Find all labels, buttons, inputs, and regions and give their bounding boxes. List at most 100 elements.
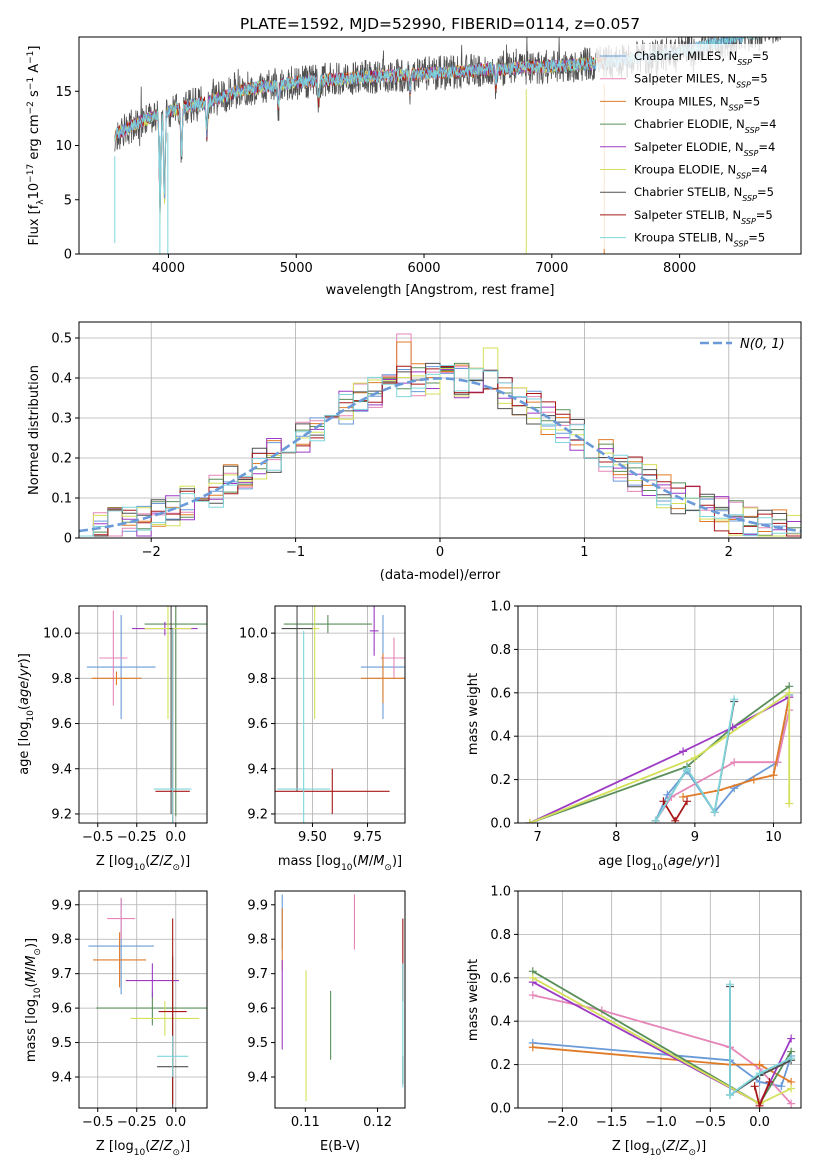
x-tick-label: 4000 bbox=[152, 261, 185, 276]
weight-marker-7 bbox=[683, 797, 692, 806]
x-axis-label: Z [log10(Z/Z⊙)] bbox=[612, 1139, 706, 1158]
legend-label-end: =4 bbox=[760, 117, 777, 131]
label-part: mass [log bbox=[24, 999, 39, 1062]
weight-marker-8 bbox=[651, 816, 660, 823]
y-axis-label: Normed distribution bbox=[27, 365, 42, 495]
label-part: )] bbox=[710, 854, 720, 869]
label-part: s bbox=[27, 90, 42, 101]
weight-marker-4 bbox=[787, 1034, 796, 1043]
weight-marker-2 bbox=[528, 1043, 537, 1052]
legend-label: Kroupa ELODIE, NSSP=4 bbox=[634, 163, 768, 181]
label-part: age bbox=[668, 854, 692, 869]
y-tick-label: 0.2 bbox=[51, 452, 72, 467]
mass-vs-extinction-panel: 0.11 0.12 9.4 9.5 9.6 9.7 9.8 9.9 E(B-V) bbox=[247, 890, 406, 1154]
x-tick-label: 0.0 bbox=[165, 1115, 186, 1130]
legend-label: Salpeter MILES, NSSP=5 bbox=[634, 72, 768, 90]
legend-label-main: Chabrier ELODIE, N bbox=[634, 117, 745, 131]
label-part: ( bbox=[663, 854, 668, 869]
label-part: 10 bbox=[134, 863, 146, 873]
label-part: ⊙ bbox=[172, 863, 180, 873]
axes-frame bbox=[274, 605, 406, 824]
y-tick-label: 9.8 bbox=[51, 672, 72, 687]
label-part: / bbox=[369, 854, 374, 869]
weight-line-8 bbox=[654, 699, 736, 822]
y-tick-label: 0.0 bbox=[490, 1102, 511, 1117]
plot-area bbox=[79, 333, 801, 537]
legend-label-main: Chabrier MILES, N bbox=[634, 49, 737, 63]
y-tick-label: 9.9 bbox=[51, 898, 72, 913]
label-part: Z bbox=[149, 1139, 160, 1154]
legend-label-main: Kroupa MILES, N bbox=[634, 94, 729, 108]
y-tick-label: 0 bbox=[64, 248, 72, 263]
label-part: mass [log bbox=[278, 854, 341, 869]
label-part: E(B-V) bbox=[320, 1139, 360, 1154]
y-tick-label: 9.4 bbox=[51, 762, 72, 777]
y-tick-label: 0.6 bbox=[490, 686, 511, 701]
x-axis-label: age [log10(age/yr)] bbox=[598, 854, 720, 873]
x-axis-label: Z [log10(Z/Z⊙)] bbox=[96, 1139, 190, 1158]
legend-label-sub: SSP bbox=[744, 148, 759, 157]
legend-label-end: =5 bbox=[757, 185, 774, 199]
y-tick-label: 0.2 bbox=[490, 773, 511, 788]
y-tick-label: 10 bbox=[55, 139, 72, 154]
y-axis-label: age [log10(age/yr)] bbox=[17, 653, 36, 775]
weight-marker-2 bbox=[749, 775, 758, 784]
legend-label-end: =5 bbox=[756, 208, 773, 222]
x-tick-label: −1 bbox=[286, 545, 305, 560]
x-tick-label: −0.25 bbox=[117, 830, 157, 845]
legend-label-sub: SSP bbox=[736, 80, 751, 89]
legend-label-normal: N(0, 1) bbox=[740, 337, 785, 352]
weight-line-5 bbox=[529, 691, 791, 823]
legend-label-sub: SSP bbox=[734, 239, 749, 248]
y-tick-label: 9.8 bbox=[247, 672, 268, 687]
weight-marker-1 bbox=[528, 991, 537, 1000]
axes-frame bbox=[517, 605, 802, 824]
label-part: ⊙ bbox=[33, 948, 43, 956]
legend-label-sub: SSP bbox=[741, 216, 756, 225]
x-tick-label: 0.11 bbox=[291, 1115, 320, 1130]
x-tick-label: 7 bbox=[534, 830, 542, 845]
legend-label: Salpeter ELODIE, NSSP=4 bbox=[634, 140, 775, 158]
label-part: 10 bbox=[651, 863, 663, 873]
y-tick-label: 9.7 bbox=[51, 967, 72, 982]
spectrum-panel: 4000 5000 6000 7000 8000 0 5 10 15 wavelength [An… bbox=[26, 36, 802, 298]
x-axis-label: E(B-V) bbox=[320, 1139, 360, 1154]
label-part: yr bbox=[17, 662, 32, 678]
weight-line-2 bbox=[532, 1046, 792, 1083]
x-tick-label: −0.5 bbox=[82, 1115, 114, 1130]
legend-label-sub: SSP bbox=[736, 171, 751, 180]
weight-marker-7 bbox=[755, 1101, 764, 1108]
y-tick-label: 9.7 bbox=[247, 967, 268, 982]
x-axis-label: (data-model)/error bbox=[380, 568, 501, 583]
x-tick-label: 1 bbox=[580, 545, 588, 560]
label-part: ⊙ bbox=[688, 1148, 696, 1158]
label-part: wavelength [Angstrom, rest frame] bbox=[326, 283, 555, 298]
legend-label: Chabrier STELIB, NSSP=5 bbox=[634, 185, 774, 203]
x-tick-label: 9.50 bbox=[298, 830, 327, 845]
label-part: Z bbox=[149, 854, 160, 869]
legend-label-main: Salpeter MILES, N bbox=[634, 72, 736, 86]
label-part: )] bbox=[180, 854, 190, 869]
label-part: 10 bbox=[27, 183, 42, 200]
plot-area bbox=[86, 606, 207, 823]
label-part: −2 bbox=[26, 101, 36, 114]
label-part: / bbox=[159, 1139, 164, 1154]
label-part: mass weight bbox=[466, 959, 481, 1041]
label-part: Z bbox=[163, 1139, 174, 1154]
x-tick-label: 2 bbox=[725, 545, 733, 560]
weight-marker-5 bbox=[525, 819, 534, 823]
label-part: ( bbox=[145, 1139, 150, 1154]
plot-area bbox=[275, 606, 405, 823]
y-tick-label: 0.6 bbox=[490, 971, 511, 986]
legend-label-end: =4 bbox=[751, 163, 768, 177]
y-axis-label: mass weight bbox=[466, 959, 481, 1041]
x-tick-label: 0 bbox=[436, 545, 444, 560]
weight-marker-4 bbox=[679, 747, 688, 756]
label-part: / bbox=[17, 676, 32, 681]
y-tick-label: 9.5 bbox=[247, 1036, 268, 1051]
axes-frame bbox=[78, 605, 208, 824]
label-part: 10 bbox=[26, 710, 36, 722]
label-part: yr bbox=[696, 854, 712, 869]
